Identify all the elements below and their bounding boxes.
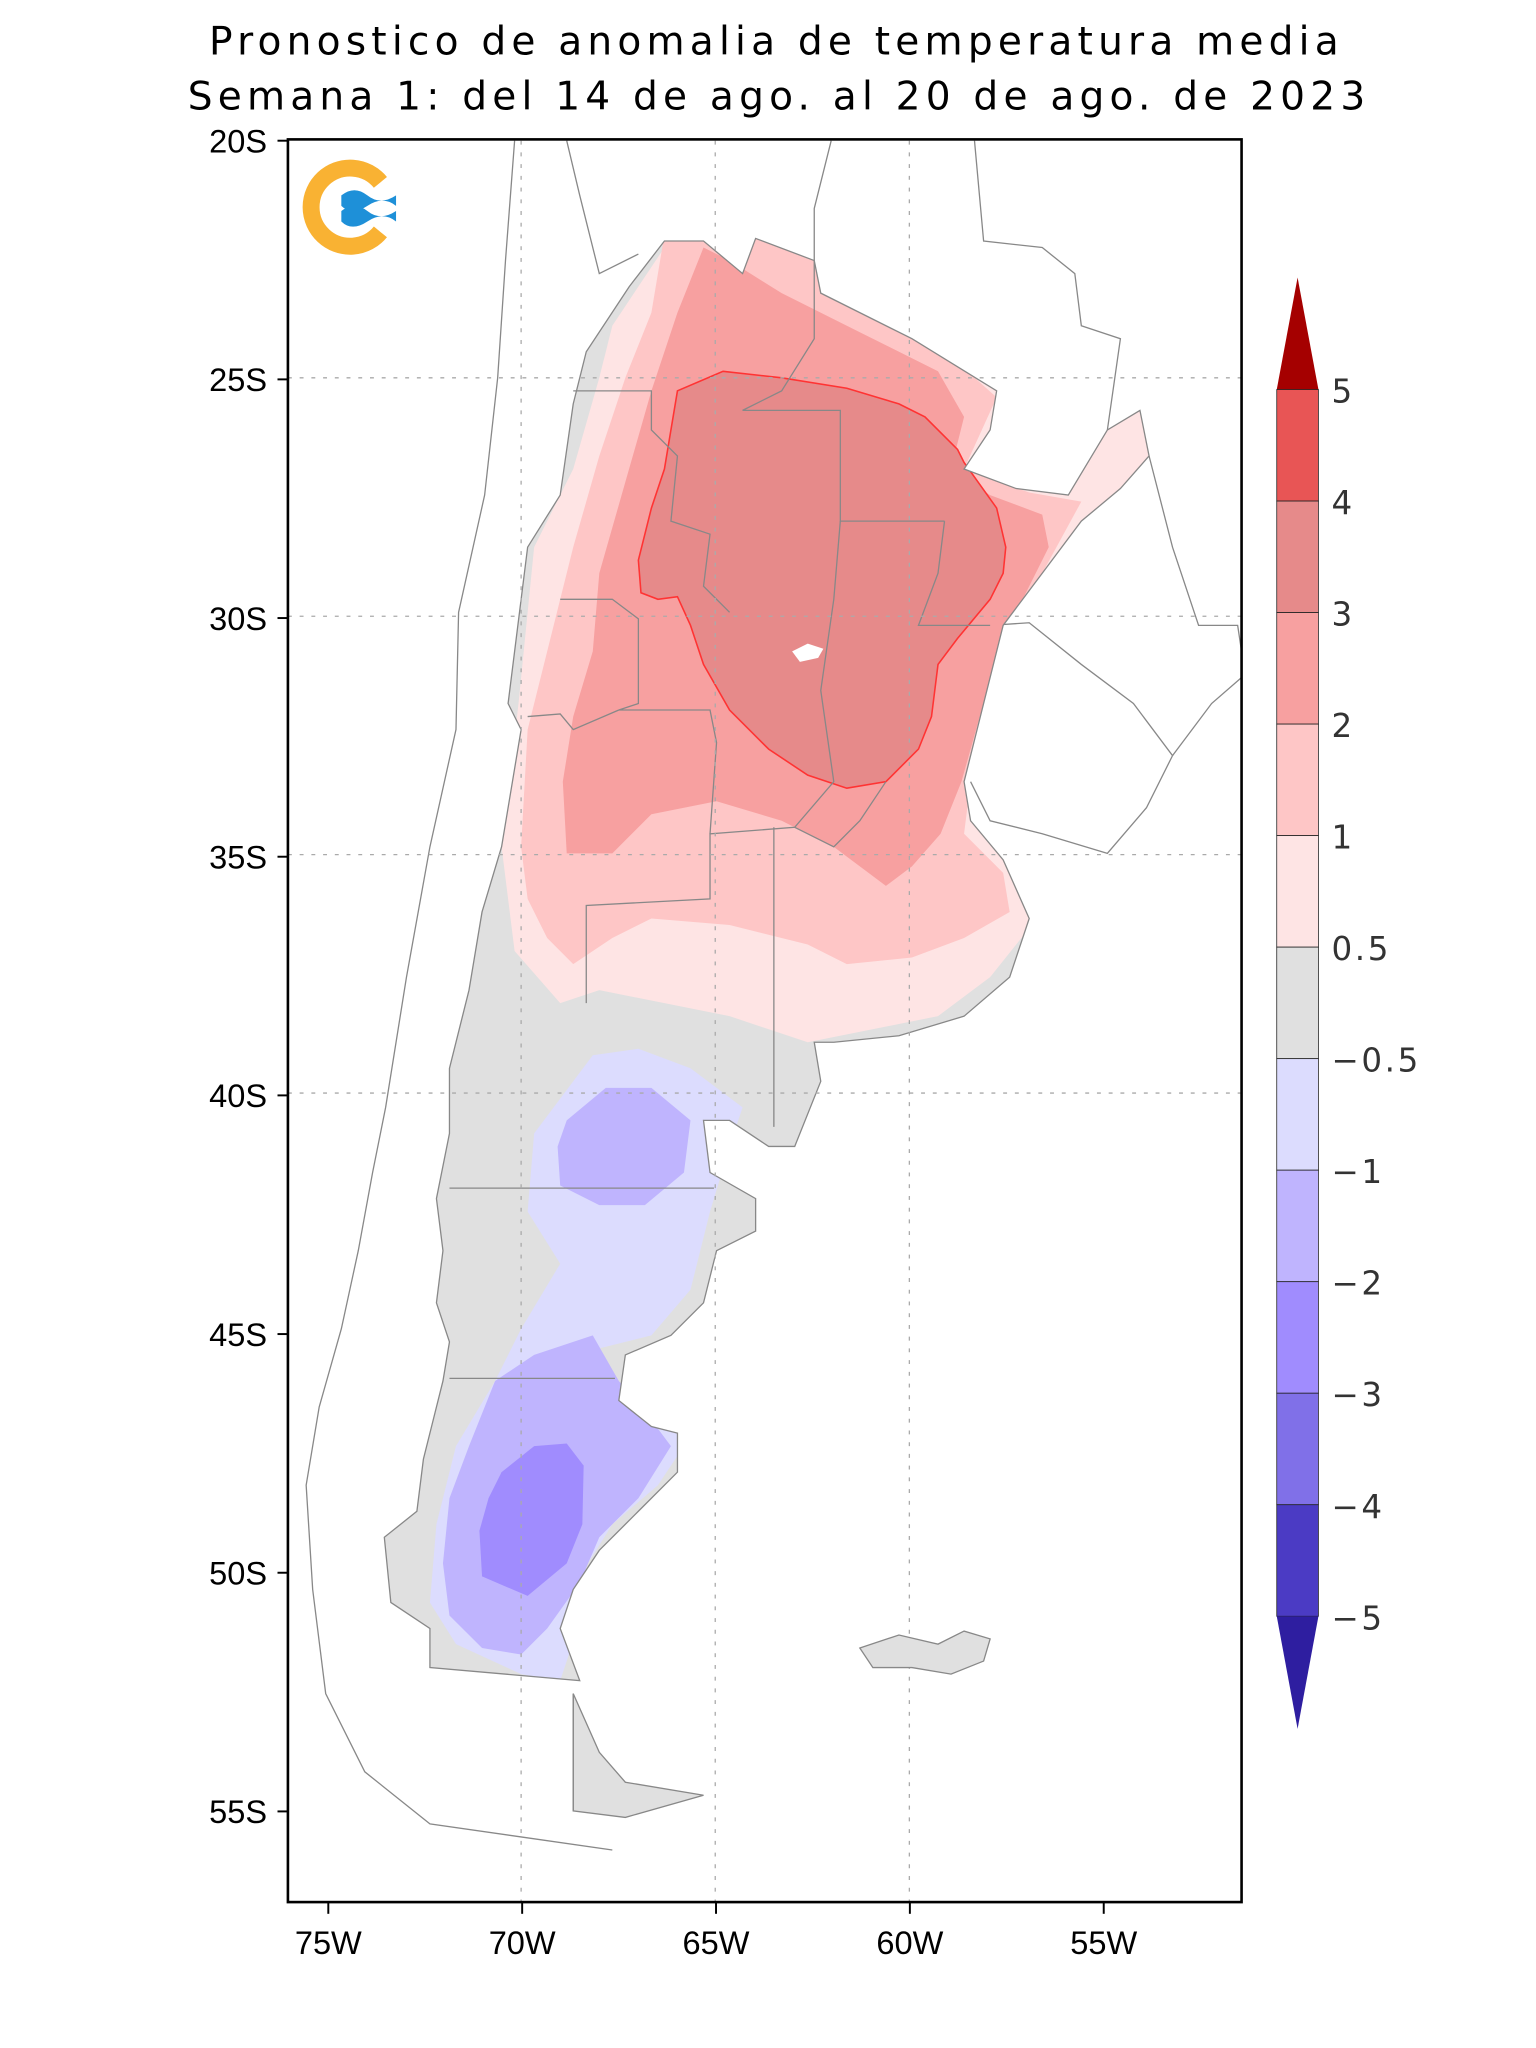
lat-tick-label: 20S <box>209 123 267 159</box>
lat-axis: 20S 25S 30S 35S 40S 45S 50S 55S <box>209 123 288 1830</box>
colorbar-swatch <box>1276 946 1319 1060</box>
colorbar-swatch <box>1276 1281 1319 1394</box>
colorbar-label: 1 <box>1331 819 1354 857</box>
colorbar-label: −4 <box>1331 1488 1384 1526</box>
colorbar-label: −1 <box>1331 1153 1384 1191</box>
colorbar-swatch <box>1276 1392 1319 1506</box>
colorbar-swatch <box>1276 1504 1319 1617</box>
lat-tick-label: 45S <box>209 1317 267 1353</box>
colorbar-swatch <box>1276 723 1319 837</box>
colorbar-overflow-low <box>1276 1616 1319 1729</box>
colorbar-overflow-high <box>1276 277 1319 390</box>
lon-tick-label: 75W <box>295 1925 362 1961</box>
lat-tick-label: 30S <box>209 601 267 637</box>
gridlines <box>287 140 1242 1903</box>
lon-tick-label: 55W <box>1070 1925 1137 1961</box>
lat-tick-label: 40S <box>209 1078 267 1114</box>
colorbar-label: 3 <box>1331 596 1354 634</box>
colorbar-swatch <box>1276 389 1319 502</box>
lake-mar-chiquita <box>792 643 824 662</box>
lon-axis: 75W 70W 65W 60W 55W <box>295 1902 1137 1961</box>
colorbar-swatch <box>1276 500 1319 613</box>
colorbar-label: 0.5 <box>1331 930 1391 968</box>
neighbor-borders <box>305 140 1243 1851</box>
title-line-1: Pronostico de anomalia de temperatura me… <box>209 20 1344 65</box>
colorbar-label: 5 <box>1331 373 1354 411</box>
colorbar-label: −2 <box>1331 1265 1384 1303</box>
lon-tick-label: 60W <box>876 1925 943 1961</box>
colorbar-swatch <box>1276 612 1319 725</box>
band-3-4 <box>637 370 1007 789</box>
lon-tick-label: 65W <box>683 1925 750 1961</box>
colorbar-swatch <box>1276 835 1319 948</box>
title-line-2: Semana 1: del 14 de ago. al 20 de ago. d… <box>188 74 1371 119</box>
colorbar: 5 4 3 2 1 0.5 −0.5 −1 −2 −3 −4 −5 <box>1276 277 1420 1729</box>
logo-wave-icon <box>341 190 397 227</box>
lat-tick-label: 50S <box>209 1555 267 1591</box>
lon-tick-label: 70W <box>489 1925 556 1961</box>
colorbar-swatch <box>1276 1058 1319 1171</box>
logo <box>302 159 397 255</box>
band-neg-1-2-north <box>557 1087 691 1206</box>
colorbar-label: −5 <box>1331 1599 1384 1637</box>
colorbar-label: −3 <box>1331 1376 1384 1414</box>
colorbar-label: 4 <box>1331 484 1354 522</box>
lat-tick-label: 55S <box>209 1794 267 1830</box>
anomaly-field <box>384 238 1150 1818</box>
province-borders <box>449 260 991 1811</box>
falkland-islands <box>858 1630 991 1675</box>
colorbar-label: −0.5 <box>1331 1042 1420 1080</box>
map-frame <box>286 138 1243 1904</box>
band-neg-2-3 <box>479 1443 584 1596</box>
colorbar-swatch <box>1276 1169 1319 1283</box>
colorbar-label: 2 <box>1331 707 1354 745</box>
logo-c-icon <box>302 159 387 255</box>
lat-tick-label: 25S <box>209 362 267 398</box>
lat-tick-label: 35S <box>209 839 267 875</box>
